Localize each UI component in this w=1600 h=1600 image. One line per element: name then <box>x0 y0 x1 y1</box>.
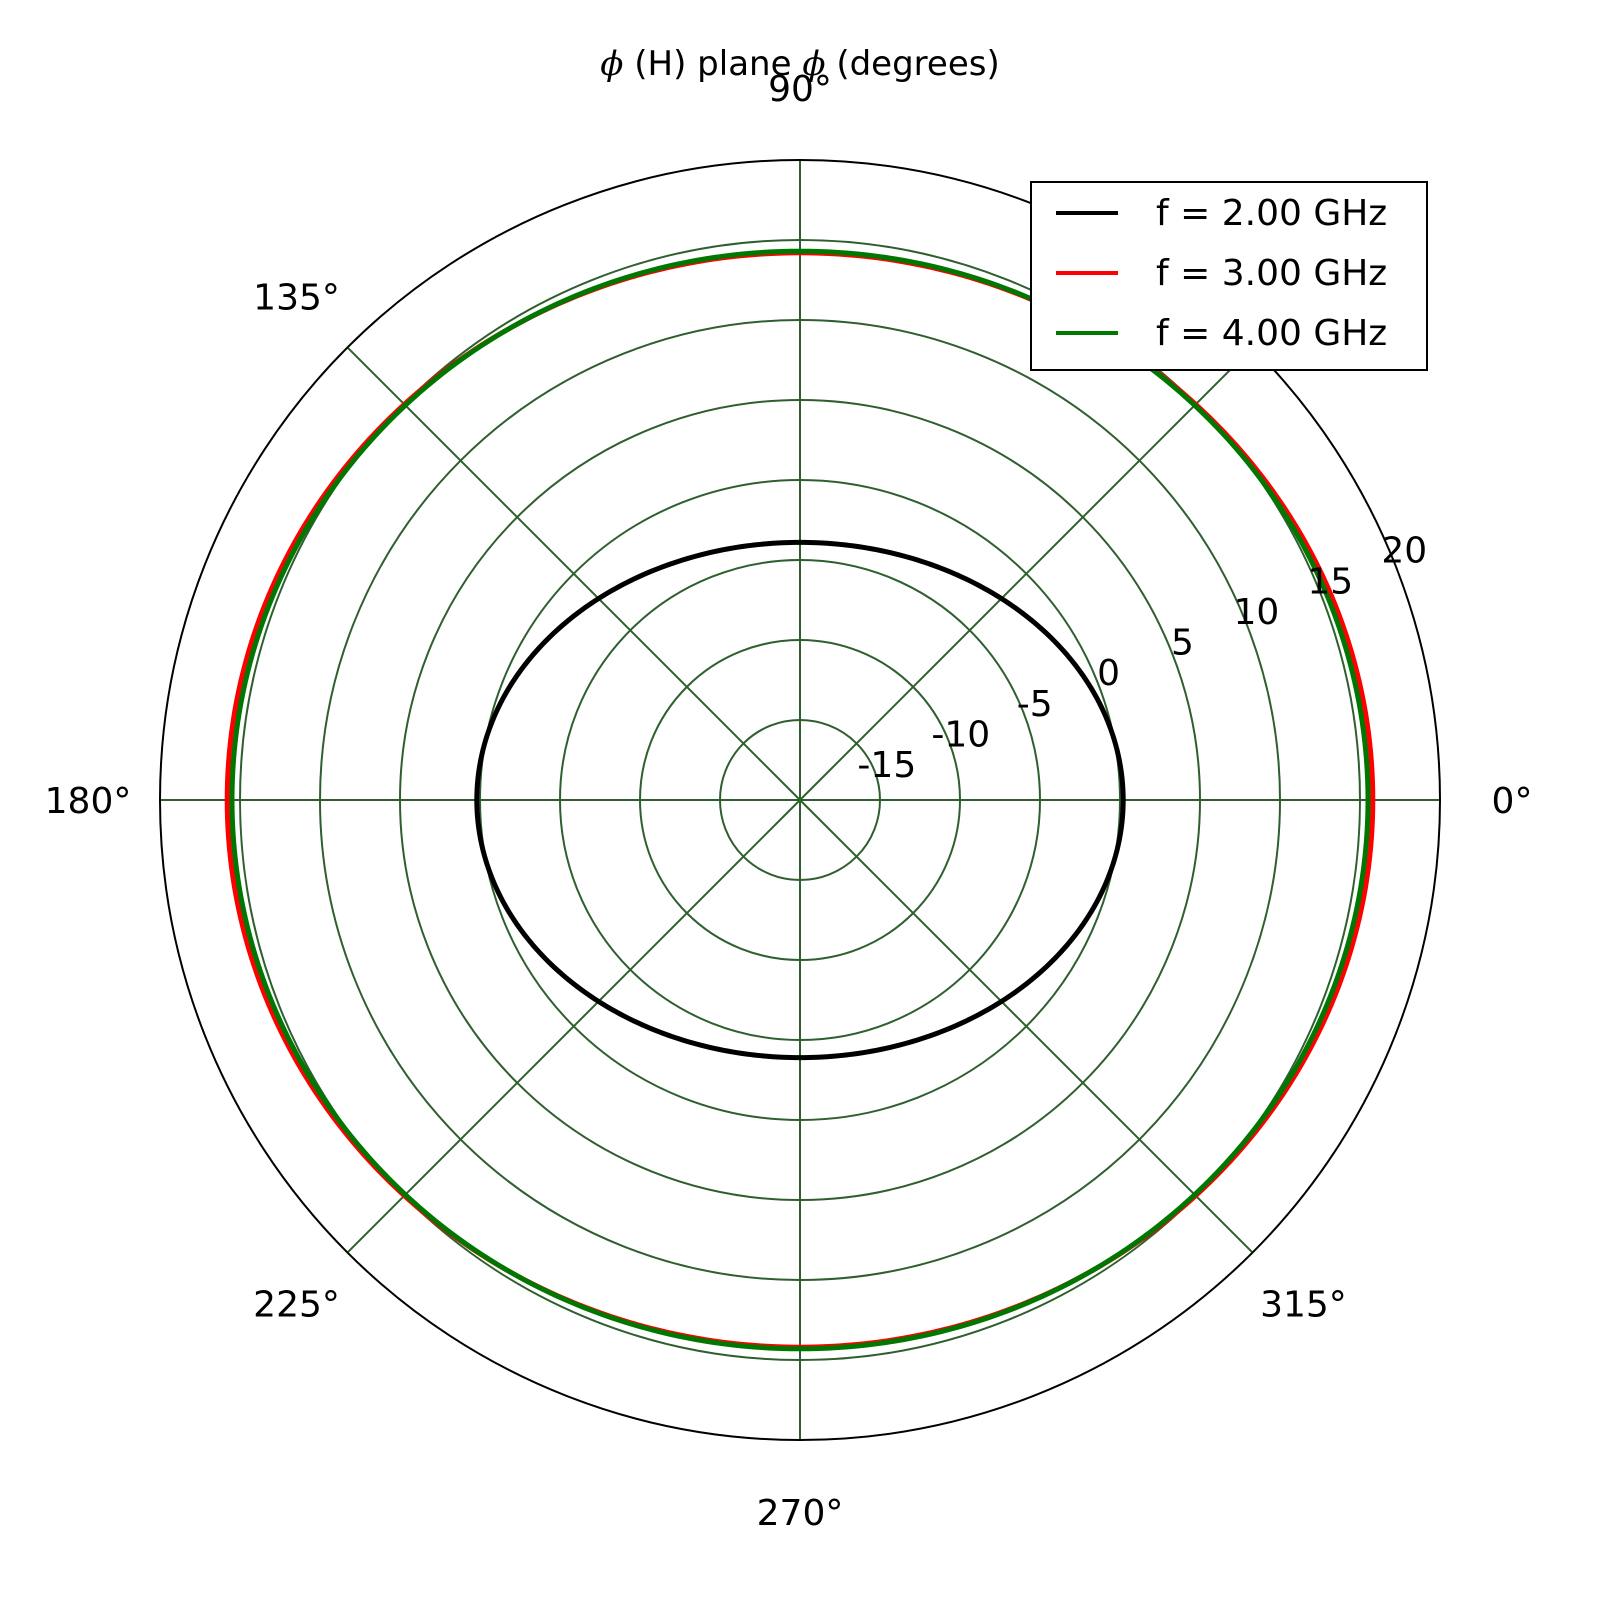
title-end-text: (degrees) <box>825 44 1000 84</box>
legend-item: f = 2.00 GHz <box>1032 185 1426 241</box>
theta-tick-label: 270° <box>757 1493 844 1534</box>
title-phi-symbol-2: ϕ <box>802 44 826 84</box>
theta-tick-label: 225° <box>253 1284 340 1325</box>
r-gridline <box>239 239 1361 1361</box>
theta-tick-label: 180° <box>45 781 132 822</box>
r-gridline <box>639 639 961 961</box>
series-line <box>474 539 1126 1061</box>
grid-layer <box>159 159 1441 1441</box>
r-tick-label: 5 <box>1171 623 1194 664</box>
r-tick-label: 20 <box>1381 531 1427 572</box>
r-tick-label: 15 <box>1307 561 1353 602</box>
r-tick-label: -5 <box>1017 684 1053 725</box>
chart-title: ϕ (H) plane ϕ (degrees) <box>0 44 1600 84</box>
label-layer: 0° 90° 135° 180° 225° 270° 315° -15 -10 -5 0 5 10 15 2… <box>45 69 1533 1534</box>
theta-tick-label: 90° <box>768 69 832 110</box>
theta-tick-label: 315° <box>1260 1284 1347 1325</box>
legend-label: f = 4.00 GHz <box>1156 313 1388 354</box>
title-phi-symbol: ϕ <box>600 44 624 84</box>
title-middle-text: (H) plane <box>623 44 803 84</box>
theta-tick-label: 0° <box>1492 781 1533 822</box>
r-tick-label: -10 <box>931 714 990 755</box>
legend-item: f = 3.00 GHz <box>1032 245 1426 301</box>
theta-tick-label: 135° <box>253 278 340 319</box>
legend: f = 2.00 GHz f = 3.00 GHz f = 4.00 GHz <box>1030 181 1428 371</box>
r-gridline <box>319 319 1281 1281</box>
legend-swatch <box>1056 211 1118 215</box>
legend-item: f = 4.00 GHz <box>1032 305 1426 361</box>
legend-swatch <box>1056 271 1118 275</box>
r-gridline <box>479 479 1121 1121</box>
r-tick-label: -15 <box>857 745 916 786</box>
r-gridline <box>559 559 1041 1041</box>
r-gridline <box>399 399 1201 1201</box>
legend-swatch <box>1056 331 1118 335</box>
r-gridline <box>719 719 881 881</box>
polar-frame <box>159 159 1441 1441</box>
r-tick-label: 10 <box>1233 592 1279 633</box>
legend-label: f = 3.00 GHz <box>1156 253 1388 294</box>
legend-label: f = 2.00 GHz <box>1156 193 1388 234</box>
r-tick-label: 0 <box>1097 653 1120 694</box>
